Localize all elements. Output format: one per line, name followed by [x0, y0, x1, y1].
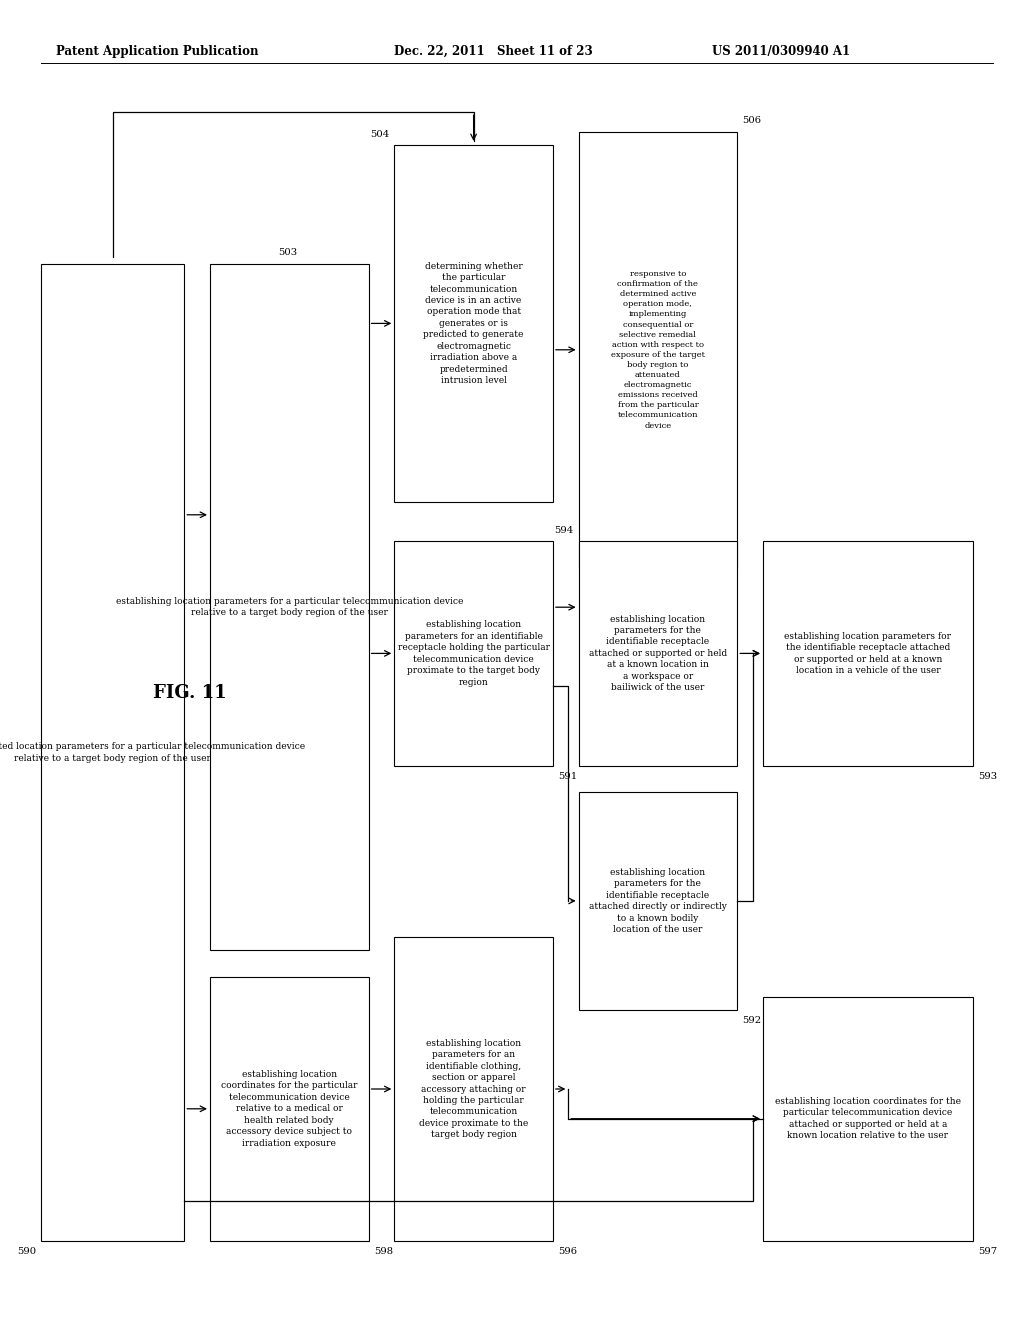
Text: 503: 503: [279, 248, 298, 257]
Text: 592: 592: [742, 1016, 762, 1026]
Text: US 2011/0309940 A1: US 2011/0309940 A1: [712, 45, 850, 58]
Text: 590: 590: [16, 1247, 36, 1257]
Text: establishing location coordinates for the
particular telecommunication device
at: establishing location coordinates for th…: [775, 1097, 961, 1140]
Bar: [41, 264, 184, 1241]
Text: acquiring estimated location parameters for a particular telecommunication devic: acquiring estimated location parameters …: [0, 742, 305, 763]
Bar: [394, 145, 553, 502]
Text: determining whether
the particular
telecommunication
device is in an active
oper: determining whether the particular telec…: [423, 261, 524, 385]
Bar: [394, 937, 553, 1241]
Bar: [210, 977, 369, 1241]
Text: establishing location
parameters for the
identifiable receptacle
attached direct: establishing location parameters for the…: [589, 867, 727, 935]
Text: 594: 594: [554, 525, 573, 535]
Text: 593: 593: [978, 772, 997, 781]
Text: Dec. 22, 2011   Sheet 11 of 23: Dec. 22, 2011 Sheet 11 of 23: [394, 45, 593, 58]
Text: establishing location parameters for
the identifiable receptacle attached
or sup: establishing location parameters for the…: [784, 632, 951, 675]
Text: establishing location parameters for a particular telecommunication device
relat: establishing location parameters for a p…: [116, 597, 463, 618]
Text: 597: 597: [978, 1247, 997, 1257]
Bar: [394, 541, 553, 766]
Text: establishing location
parameters for an
identifiable clothing,
section or appare: establishing location parameters for an …: [419, 1039, 528, 1139]
Bar: [763, 997, 973, 1241]
Bar: [579, 132, 737, 568]
Text: Patent Application Publication: Patent Application Publication: [56, 45, 259, 58]
Bar: [579, 541, 737, 766]
Bar: [210, 264, 369, 950]
Text: 504: 504: [370, 129, 389, 139]
Text: 596: 596: [558, 1247, 578, 1257]
Text: 598: 598: [374, 1247, 393, 1257]
Bar: [763, 541, 973, 766]
Text: 591: 591: [558, 772, 578, 781]
Text: establishing location
coordinates for the particular
telecommunication device
re: establishing location coordinates for th…: [221, 1071, 357, 1147]
Text: establishing location
parameters for the
identifiable receptacle
attached or sup: establishing location parameters for the…: [589, 615, 727, 692]
Bar: [579, 792, 737, 1010]
Text: establishing location
parameters for an identifiable
receptacle holding the part: establishing location parameters for an …: [397, 620, 550, 686]
Text: 506: 506: [742, 116, 762, 125]
Text: responsive to
confirmation of the
determined active
operation mode,
implementing: responsive to confirmation of the determ…: [611, 271, 705, 429]
Text: FIG. 11: FIG. 11: [153, 684, 226, 702]
